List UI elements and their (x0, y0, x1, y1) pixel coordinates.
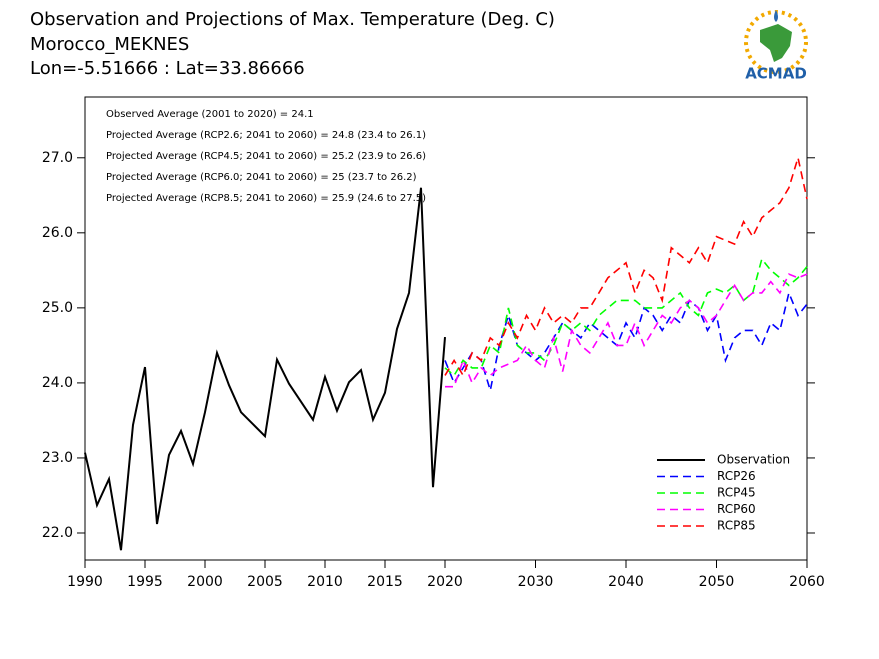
x-tick-label: 2030 (518, 574, 554, 590)
series-line (444, 290, 808, 391)
y-tick-label: 25.0 (42, 300, 73, 316)
series-line (444, 257, 808, 377)
x-tick-label: 2010 (307, 574, 343, 590)
title: Observation and Projections of Max. Temp… (30, 9, 555, 30)
legend-label: RCP45 (717, 486, 756, 500)
legend-label: RCP26 (717, 469, 756, 483)
x-tick-label: 2060 (789, 574, 825, 590)
logo-drop (774, 10, 778, 22)
annotation: Projected Average (RCP2.6; 2041 to 2060)… (106, 130, 426, 141)
annotation: Projected Average (RCP8.5; 2041 to 2060)… (106, 193, 426, 204)
series-line (444, 154, 808, 378)
x-tick-label: 1995 (127, 574, 163, 590)
x-tick-label: 2040 (608, 574, 644, 590)
series-line (445, 273, 808, 388)
subtitle: Morocco_MEKNES (30, 34, 189, 55)
plot-frame (84, 96, 808, 561)
legend-label: RCP60 (717, 502, 756, 516)
logo: ACMAD (744, 10, 808, 83)
annotation: Projected Average (RCP6.0; 2041 to 2060)… (106, 172, 417, 183)
annotation: Projected Average (RCP4.5; 2041 to 2060)… (106, 151, 426, 162)
logo-text: ACMAD (745, 65, 807, 83)
logo-africa (760, 24, 792, 62)
legend-label: Observation (717, 453, 790, 467)
legend-label: RCP85 (717, 519, 756, 533)
x-tick-label: 2050 (699, 574, 735, 590)
x-tick-label: 2015 (367, 574, 403, 590)
y-tick-label: 24.0 (42, 375, 73, 391)
x-tick-label: 2005 (247, 574, 283, 590)
annotation: Observed Average (2001 to 2020) = 24.1 (106, 109, 314, 120)
subtitle: Lon=-5.51666 : Lat=33.86666 (30, 58, 305, 79)
y-tick-label: 22.0 (42, 525, 73, 541)
y-tick-label: 27.0 (42, 150, 73, 166)
y-tick-label: 23.0 (42, 450, 73, 466)
x-tick-label: 1990 (67, 574, 103, 590)
x-tick-label: 2000 (187, 574, 223, 590)
y-tick-label: 26.0 (42, 225, 73, 241)
x-tick-label: 2020 (427, 574, 463, 590)
series-line (84, 187, 446, 551)
